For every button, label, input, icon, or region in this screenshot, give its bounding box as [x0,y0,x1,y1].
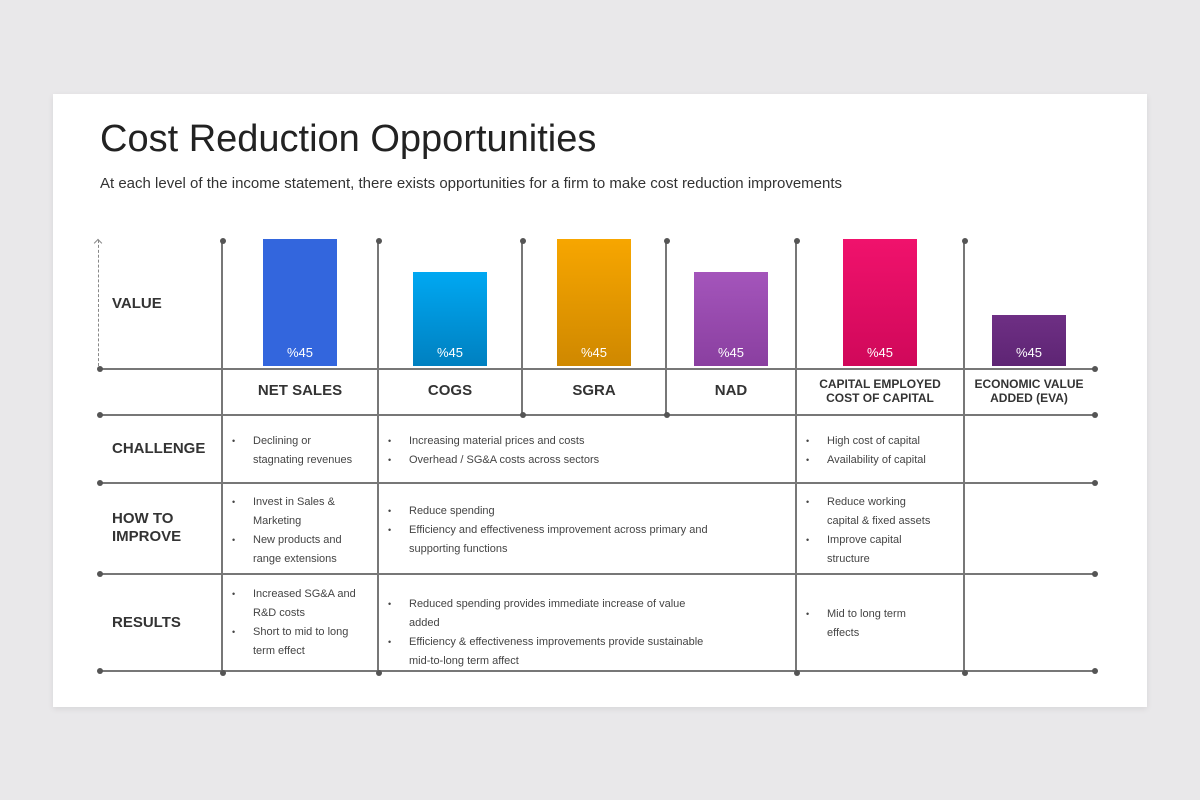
bar-value-label: %45 [866,345,894,360]
grid-line [521,240,523,414]
grid-node-dot [793,237,800,244]
grid-line [99,414,1095,416]
grid-line [795,240,797,672]
list-item: Increasing material prices and costs [388,432,718,451]
list-item: Declining or stagnating revenues [232,432,362,470]
grid-line [665,240,667,414]
list-item: Improve capital structure [806,531,936,569]
column-label: COGS [427,382,473,399]
grid-line [963,240,965,672]
grid-node-dot [375,669,382,676]
row-label-value: VALUE [112,295,162,312]
list-item: Increased SG&A and R&D costs [232,585,362,623]
list-item: Mid to long term effects [806,605,936,643]
bar-value-label: %45 [1015,344,1043,360]
grid-node-dot [96,365,103,372]
subtitle: At each level of the income statement, t… [100,175,843,192]
grid-node-dot [1091,479,1098,486]
challenge-cell: Declining or stagnating revenues [232,432,362,470]
challenge-cell: Increasing material prices and costsOver… [388,432,718,470]
row-label-results: RESULTS [112,614,181,631]
grid-node-dot [96,411,103,418]
results-cell: Reduced spending provides immediate incr… [388,595,718,671]
grid-node-dot [519,411,526,418]
list-item: Short to mid to long term effect [232,623,362,661]
grid-node-dot [663,411,670,418]
results-cell: Increased SG&A and R&D costsShort to mid… [232,585,362,661]
list-item: Invest in Sales & Marketing [232,493,362,531]
list-item: Efficiency & effectiveness improvements … [388,633,718,671]
grid-node-dot [219,669,226,676]
grid-node-dot [1091,570,1098,577]
list-item: Efficiency and effectiveness improvement… [388,521,718,559]
column-label: ECONOMIC VALUE ADDED (EVA) [974,377,1084,405]
grid-node-dot [375,237,382,244]
column-label: NAD [714,382,748,399]
grid-line [221,240,223,672]
grid-node-dot [219,237,226,244]
challenge-cell: High cost of capitalAvailability of capi… [806,432,936,470]
bar-sgra: %45 [557,239,631,366]
grid-line [99,482,1095,484]
bar-value-label: %45 [580,345,608,360]
grid-node-dot [1091,667,1098,674]
grid-node-dot [96,570,103,577]
bar-capital-employed-cost-of-capital: %45 [843,239,917,366]
grid-node-dot [961,237,968,244]
list-item: New products and range extensions [232,531,362,569]
how-cell: Invest in Sales & MarketingNew products … [232,493,362,569]
column-label: NET SALES [257,382,343,399]
column-label: SGRA [572,382,616,399]
grid-node-dot [793,669,800,676]
row-label-how-to-improve: HOW TO IMPROVE [112,510,182,545]
grid-node-dot [1091,411,1098,418]
grid-node-dot [1091,365,1098,372]
list-item: Reduce working capital & fixed assets [806,493,936,531]
how-cell: Reduce working capital & fixed assetsImp… [806,493,936,569]
bar-net-sales: %45 [263,239,337,366]
bar-value-label: %45 [286,345,314,360]
value-axis-arrow-icon [98,240,99,366]
bar-value-label: %45 [717,344,745,360]
grid-line [377,240,379,672]
grid-node-dot [519,237,526,244]
grid-line [99,573,1095,575]
row-label-challenge: CHALLENGE [112,440,206,457]
page-title: Cost Reduction Opportunities [100,118,597,160]
grid-node-dot [663,237,670,244]
list-item: Reduce spending [388,502,718,521]
how-cell: Reduce spendingEfficiency and effectiven… [388,502,718,559]
list-item: High cost of capital [806,432,936,451]
list-item: Overhead / SG&A costs across sectors [388,451,718,470]
grid-line [99,368,1095,370]
bar-cogs: %45 [413,272,487,366]
results-cell: Mid to long term effects [806,605,936,643]
grid-node-dot [96,479,103,486]
list-item: Availability of capital [806,451,936,470]
column-label: CAPITAL EMPLOYED COST OF CAPITAL [819,377,941,405]
bar-value-label: %45 [436,344,464,360]
bar-nad: %45 [694,272,768,366]
grid-node-dot [961,669,968,676]
bar-economic-value-added-eva-: %45 [992,315,1066,366]
list-item: Reduced spending provides immediate incr… [388,595,718,633]
grid-node-dot [96,667,103,674]
